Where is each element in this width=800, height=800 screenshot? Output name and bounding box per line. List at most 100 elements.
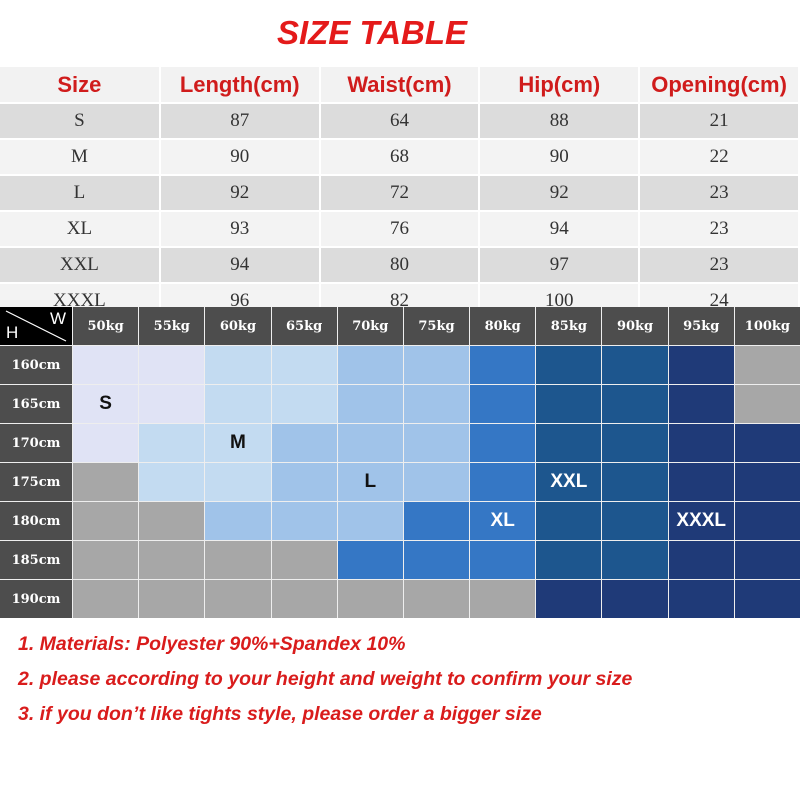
height-axis-label: H [6, 323, 19, 342]
header-waist: Waist(cm) [319, 67, 481, 103]
size-cell-xl: XL [470, 502, 536, 540]
size-cell-xl [337, 541, 403, 579]
size-cell-xxxl [668, 541, 734, 579]
size-cell-xxxl [536, 580, 602, 618]
weight-header: 100kg [734, 307, 800, 345]
size-cell-m [271, 346, 337, 384]
size-cell-xxxl [734, 463, 800, 501]
size-cell-m [271, 385, 337, 423]
size-cell-l [205, 502, 271, 540]
table-cell: 23 [639, 210, 800, 247]
size-cell-none [337, 580, 403, 618]
size-cell-xxxl [734, 424, 800, 462]
table-row: L 92 72 92 23 [0, 174, 800, 211]
size-cell-xxxl [668, 424, 734, 462]
weight-header: 55kg [139, 307, 205, 345]
size-cell-xxl [602, 463, 668, 501]
size-cell-s [73, 346, 139, 384]
size-cell-l [403, 346, 470, 384]
table-cell: 22 [639, 138, 800, 175]
weight-header: 90kg [602, 307, 668, 345]
size-cell-none [734, 385, 800, 423]
size-cell-xxl [602, 346, 668, 384]
size-cell-none [73, 463, 139, 501]
size-cell-l: L [337, 463, 403, 501]
size-cell-xxxl [668, 346, 734, 384]
table-cell: 94 [159, 246, 321, 283]
table-row: XL 93 76 94 23 [0, 210, 800, 247]
size-cell-xl [470, 346, 536, 384]
size-cell-none [470, 580, 536, 618]
table-row: S 87 64 88 21 [0, 102, 800, 139]
header-opening: Opening(cm) [639, 67, 800, 103]
size-cell-none [73, 502, 139, 540]
size-cell-l [337, 385, 403, 423]
size-cell-xxl [536, 385, 602, 423]
weight-header: 70kg [337, 307, 403, 345]
table-cell: 92 [479, 174, 641, 211]
size-cell-xxxl: XXXL [668, 502, 734, 540]
size-cell-xxl: XXL [536, 463, 602, 501]
size-cell-l [403, 424, 470, 462]
table-cell: 90 [159, 138, 321, 175]
size-cell-l [337, 502, 403, 540]
size-cell-none [139, 580, 205, 618]
height-weight-chart: H W 50kg 55kg 60kg 65kg 70kg 75kg 80kg 85kg 90kg… [0, 307, 800, 618]
height-header: 170cm [0, 424, 72, 462]
table-cell: 23 [639, 174, 800, 211]
corner-cell: H W [0, 307, 72, 345]
table-row: M 90 68 90 22 [0, 138, 800, 175]
table-cell: 88 [479, 102, 641, 139]
table-cell: 97 [479, 246, 641, 283]
size-cell-xxl [536, 541, 602, 579]
note-2: 2. please according to your height and w… [18, 668, 633, 690]
size-label: M [230, 432, 246, 453]
weight-header: 60kg [205, 307, 271, 345]
size-label: S [99, 393, 112, 414]
size-label: L [364, 471, 377, 492]
weight-header: 75kg [403, 307, 470, 345]
size-label: XXL [550, 471, 588, 492]
size-cell-m [205, 385, 271, 423]
size-label: XL [490, 510, 515, 531]
weight-header: 85kg [536, 307, 602, 345]
size-cell-m [139, 424, 205, 462]
note-3: 3. if you don’t like tights style, pleas… [18, 703, 542, 725]
size-cell-m [205, 346, 271, 384]
size-cell-xxxl [668, 385, 734, 423]
size-cell-none [73, 580, 139, 618]
size-cell-xxl [536, 346, 602, 384]
table-cell: 72 [319, 174, 481, 211]
size-cell-xxl [536, 424, 602, 462]
size-cell-xxl [602, 502, 668, 540]
size-cell-xl [403, 541, 470, 579]
weight-header: 80kg [470, 307, 536, 345]
header-hip: Hip(cm) [479, 67, 641, 103]
height-header: 175cm [0, 463, 72, 501]
page-title: SIZE TABLE [276, 14, 468, 51]
size-cell-l [403, 463, 470, 501]
height-header: 180cm [0, 502, 72, 540]
size-cell-l [403, 385, 470, 423]
table-cell: 80 [319, 246, 481, 283]
size-cell-xl [470, 385, 536, 423]
size-cell-l [271, 424, 337, 462]
size-cell-xxxl [734, 580, 800, 618]
size-cell-xl [403, 502, 470, 540]
header-size: Size [0, 67, 161, 103]
size-cell-m [139, 463, 205, 501]
table-cell: XXL [0, 246, 161, 283]
weight-header: 50kg [73, 307, 139, 345]
size-cell-l [271, 463, 337, 501]
table-row: XXL 94 80 97 23 [0, 246, 800, 283]
table-cell: 93 [159, 210, 321, 247]
weight-header: 95kg [668, 307, 734, 345]
table-cell: M [0, 138, 161, 175]
size-cell-xxxl [734, 502, 800, 540]
size-cell-xl [470, 463, 536, 501]
table-cell: 94 [479, 210, 641, 247]
table-cell: XL [0, 210, 161, 247]
size-cell-s [139, 385, 205, 423]
table-cell: 21 [639, 102, 800, 139]
size-cell-xxxl [668, 463, 734, 501]
